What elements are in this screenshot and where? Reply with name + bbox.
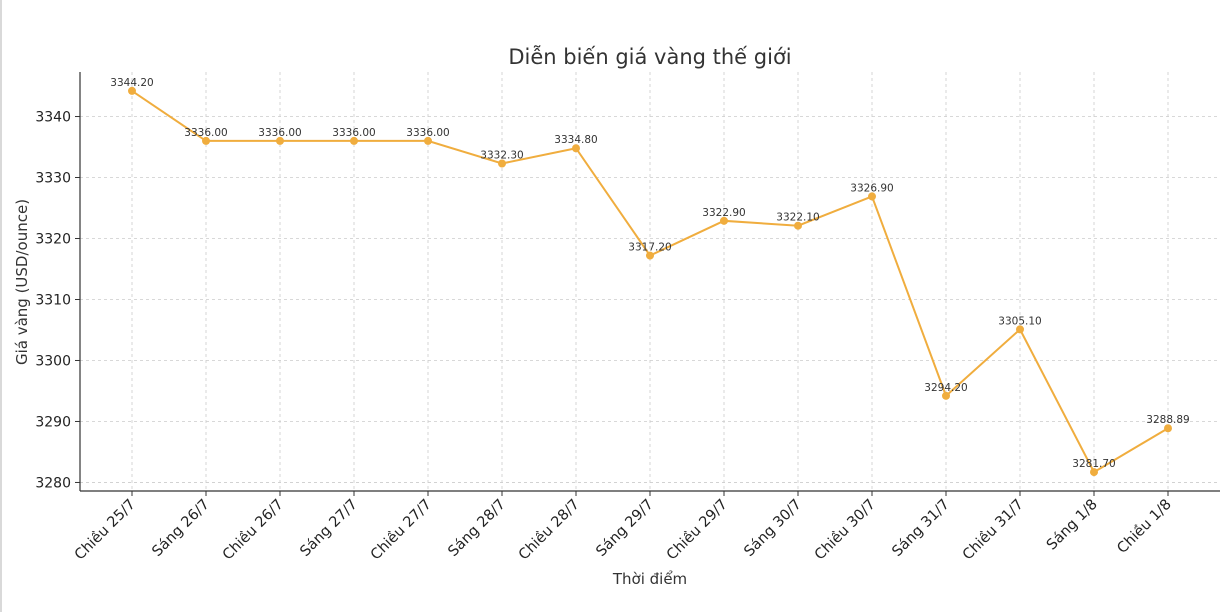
y-tick-label: 3300 — [35, 353, 71, 369]
x-tick-label: Sáng 26/7 — [149, 497, 212, 560]
data-point — [572, 144, 580, 153]
x-tick-label: Chiều 25/7 — [71, 496, 139, 564]
x-tick-label: Chiều 26/7 — [219, 496, 287, 564]
data-labels: 3344.20 3336.00 3336.00 3336.00 3336.00 3332.… — [110, 77, 1189, 470]
data-label: 3336.00 — [184, 127, 227, 139]
y-tick-label: 3340 — [35, 110, 71, 126]
data-point — [646, 251, 654, 260]
x-tick-label: Sáng 28/7 — [445, 497, 508, 560]
data-point — [350, 136, 358, 145]
x-tick-label: Sáng 30/7 — [741, 497, 804, 560]
data-label: 3322.90 — [702, 207, 745, 219]
data-point — [1016, 325, 1024, 334]
horizontal-gridlines — [80, 116, 1220, 483]
y-tick-label: 3290 — [35, 414, 71, 430]
y-tick-label: 3280 — [35, 475, 71, 491]
x-tick-labels: Chiều 25/7 Sáng 26/7 Chiều 26/7 Sáng 27/7 Ch… — [71, 491, 1175, 563]
data-label: 3281.70 — [1072, 458, 1115, 470]
x-tick-label: Sáng 1/8 — [1044, 497, 1101, 554]
data-point — [794, 221, 802, 230]
data-point — [1090, 468, 1098, 477]
x-tick-label: Sáng 29/7 — [593, 497, 656, 560]
x-tick-label: Sáng 31/7 — [889, 497, 952, 560]
x-tick-label: Chiều 30/7 — [811, 496, 879, 564]
data-point — [276, 136, 284, 145]
data-label: 3317.20 — [628, 242, 671, 254]
data-label: 3344.20 — [110, 77, 153, 89]
data-label: 3336.00 — [332, 127, 375, 139]
x-axis-label: Thời điểm — [612, 570, 687, 588]
x-tick-label: Sáng 27/7 — [297, 497, 360, 560]
y-tick-label: 3310 — [35, 292, 71, 308]
x-tick-label: Chiều 29/7 — [663, 496, 731, 564]
data-point — [942, 391, 950, 400]
data-point — [202, 136, 210, 145]
data-point — [128, 86, 136, 95]
data-point — [720, 216, 728, 225]
x-tick-label: Chiều 31/7 — [959, 496, 1027, 564]
x-tick-label: Chiều 1/8 — [1114, 496, 1175, 557]
x-tick-label: Chiều 28/7 — [515, 496, 583, 564]
data-label: 3336.00 — [258, 127, 301, 139]
data-point — [498, 159, 506, 168]
data-label: 3336.00 — [406, 127, 449, 139]
data-label: 3326.90 — [850, 182, 893, 194]
y-tick-label: 3320 — [35, 232, 71, 248]
data-point — [424, 136, 432, 145]
y-axis-label: Giá vàng (USD/ounce) — [13, 199, 31, 365]
y-tick-labels: 3280 3290 3300 3310 3320 3330 3340 — [35, 110, 80, 491]
data-label: 3334.80 — [554, 134, 597, 146]
chart-title: Diễn biến giá vàng thế giới — [508, 44, 791, 69]
x-tick-label: Chiều 27/7 — [367, 496, 435, 564]
data-label: 3288.89 — [1146, 414, 1189, 426]
data-point — [868, 192, 876, 201]
data-label: 3322.10 — [776, 212, 819, 224]
data-points — [128, 86, 1172, 477]
data-point — [1164, 424, 1172, 433]
data-label: 3332.30 — [480, 149, 523, 161]
y-tick-label: 3330 — [35, 171, 71, 187]
data-label: 3305.10 — [998, 315, 1041, 327]
data-label: 3294.20 — [924, 382, 967, 394]
